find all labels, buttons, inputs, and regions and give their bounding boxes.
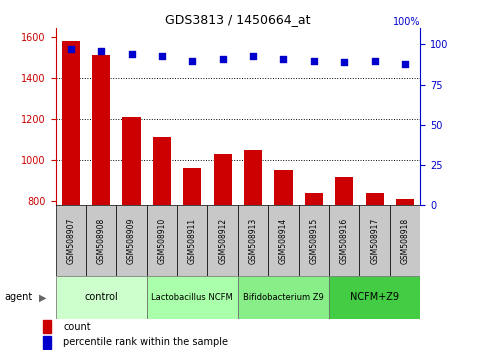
Text: GSM508918: GSM508918 [400, 218, 410, 264]
Bar [147, 205, 177, 276]
Title: GDS3813 / 1450664_at: GDS3813 / 1450664_at [165, 13, 311, 26]
Bar [396, 199, 414, 354]
Bar [244, 150, 262, 354]
Bar [92, 55, 110, 354]
Bar [62, 41, 80, 354]
Text: ▶: ▶ [39, 292, 46, 302]
Bar [56, 276, 147, 319]
Bar [56, 205, 86, 276]
Text: GSM508913: GSM508913 [249, 218, 257, 264]
Text: GSM508915: GSM508915 [309, 218, 318, 264]
Bar [366, 193, 384, 354]
Text: GSM508914: GSM508914 [279, 218, 288, 264]
Bar [122, 117, 141, 354]
Bar [43, 336, 51, 349]
Bar [238, 276, 329, 319]
Bar [335, 177, 354, 354]
Bar [147, 276, 238, 319]
Point [128, 51, 135, 57]
Text: GSM508907: GSM508907 [66, 217, 75, 264]
Bar [329, 205, 359, 276]
Text: percentile rank within the sample: percentile rank within the sample [63, 337, 228, 348]
Text: GSM508911: GSM508911 [188, 218, 197, 264]
Point [280, 56, 287, 62]
Point [158, 53, 166, 58]
Text: 100%: 100% [393, 17, 420, 28]
Text: Lactobacillus NCFM: Lactobacillus NCFM [151, 293, 233, 302]
Bar [183, 168, 201, 354]
Bar [153, 137, 171, 354]
Bar [305, 193, 323, 354]
Point [401, 61, 409, 67]
Point [219, 56, 227, 62]
Point [310, 58, 318, 63]
Bar [43, 320, 51, 333]
Text: GSM508910: GSM508910 [157, 218, 167, 264]
Text: Bifidobacterium Z9: Bifidobacterium Z9 [243, 293, 324, 302]
Bar [274, 170, 293, 354]
Bar [329, 276, 420, 319]
Bar [213, 154, 232, 354]
Point [341, 59, 348, 65]
Text: count: count [63, 321, 91, 332]
Bar [298, 205, 329, 276]
Point [97, 48, 105, 54]
Text: GSM508917: GSM508917 [370, 218, 379, 264]
Bar [268, 205, 298, 276]
Text: NCFM+Z9: NCFM+Z9 [350, 292, 399, 302]
Point [249, 53, 257, 58]
Text: GSM508912: GSM508912 [218, 218, 227, 264]
Text: GSM508909: GSM508909 [127, 217, 136, 264]
Point [371, 58, 379, 63]
Bar [116, 205, 147, 276]
Point [67, 46, 74, 52]
Bar [238, 205, 268, 276]
Bar [86, 205, 116, 276]
Text: control: control [84, 292, 118, 302]
Bar [390, 205, 420, 276]
Point [188, 58, 196, 63]
Text: agent: agent [5, 292, 33, 302]
Bar [177, 205, 208, 276]
Bar [359, 205, 390, 276]
Text: GSM508908: GSM508908 [97, 218, 106, 264]
Text: GSM508916: GSM508916 [340, 218, 349, 264]
Bar [208, 205, 238, 276]
